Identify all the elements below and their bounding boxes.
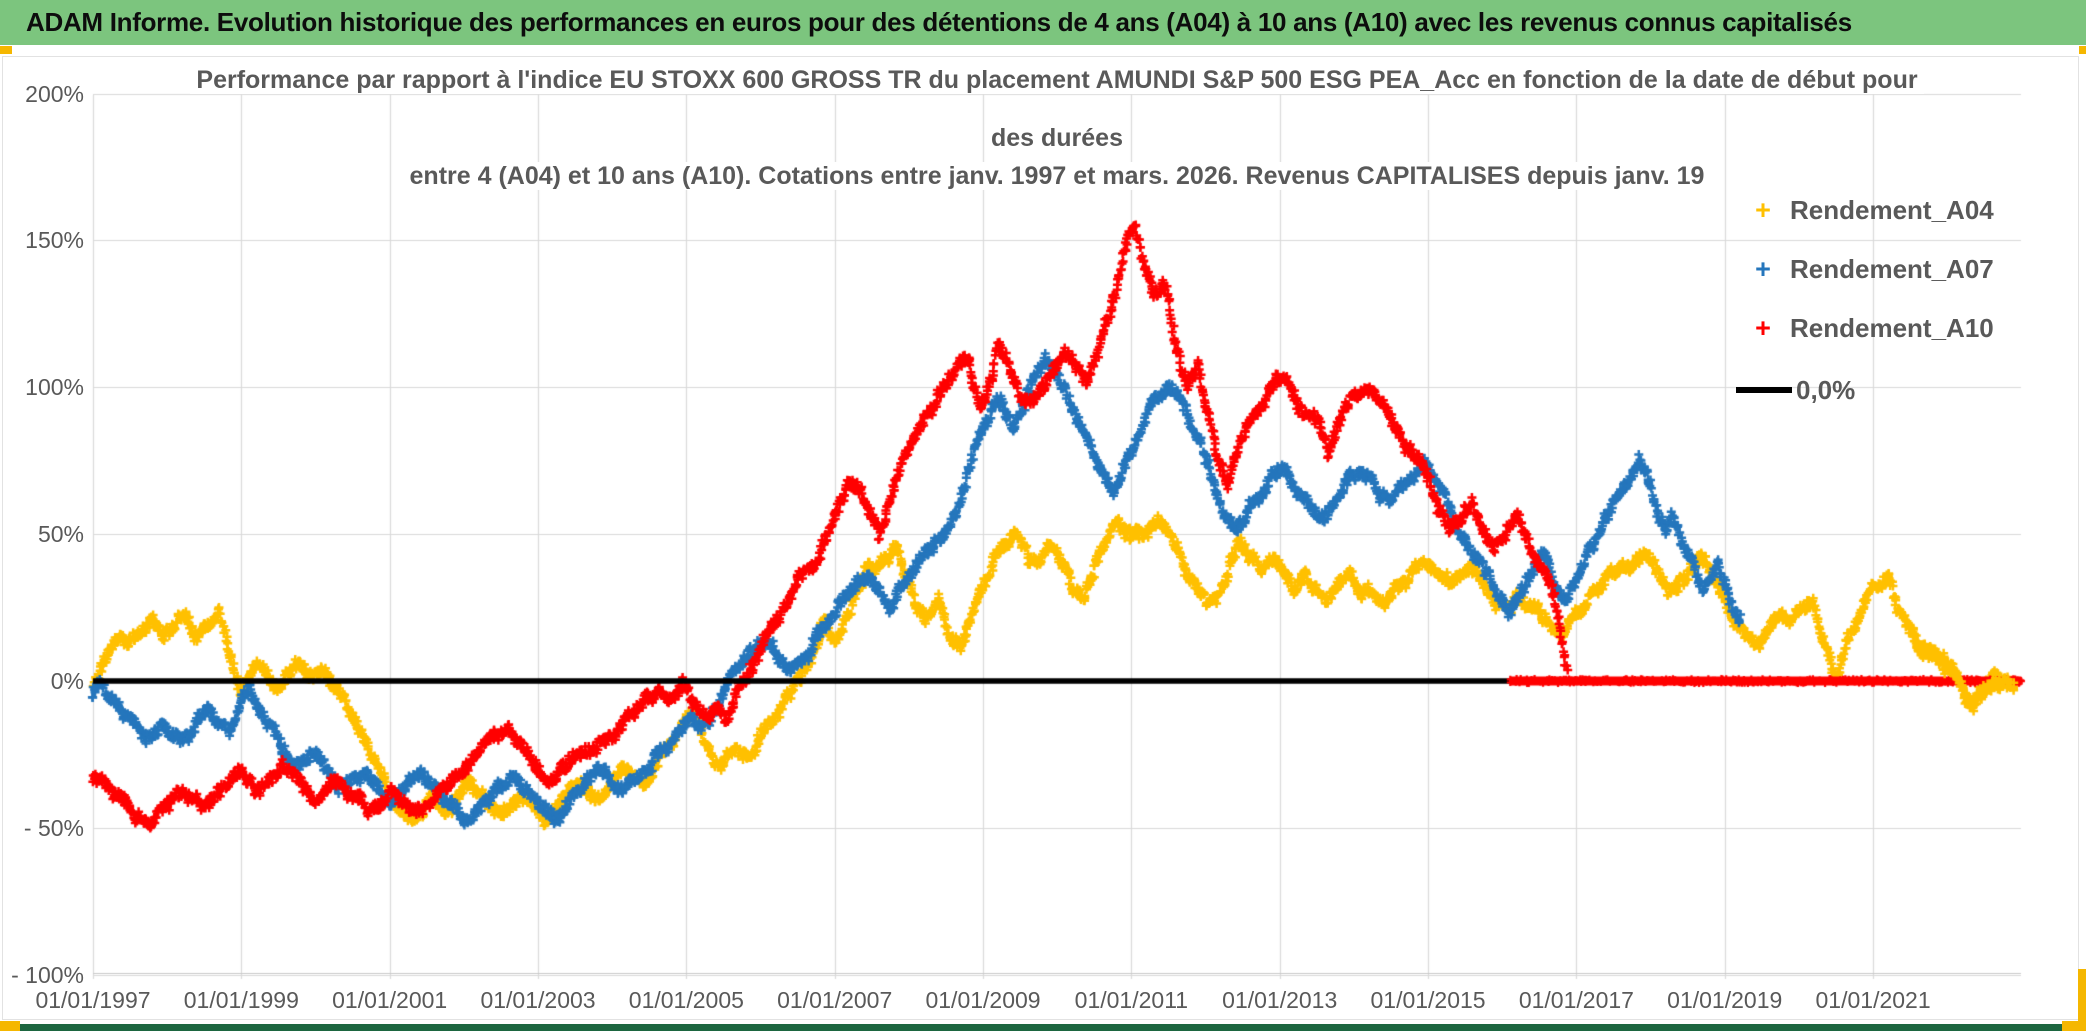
x-tick-label: 01/01/2007 — [777, 987, 893, 1013]
legend-item-0-0-[interactable]: 0,0% — [1736, 373, 1855, 407]
y-tick-label: - 100% — [11, 961, 84, 988]
legend-label: Rendement_A04 — [1790, 194, 1994, 225]
legend-plus-marker-icon: + — [1755, 194, 1771, 225]
x-tick-label: 01/01/1997 — [35, 987, 151, 1013]
x-tick-label: 01/01/2003 — [480, 987, 596, 1013]
y-tick-label: 150% — [25, 227, 84, 254]
gold-accent-right-bar — [2078, 969, 2086, 1031]
y-tick-label: 200% — [25, 80, 84, 107]
gold-accent-top-left — [0, 46, 12, 54]
x-tick-label: 01/01/2005 — [628, 987, 744, 1013]
legend-label: Rendement_A07 — [1790, 253, 1994, 284]
y-tick-label: - 50% — [23, 814, 84, 841]
x-tick-label: 01/01/2009 — [925, 987, 1041, 1013]
legend-zero-line-swatch — [1736, 387, 1792, 393]
x-tick-label: 01/01/2013 — [1222, 987, 1338, 1013]
legend-item-rendement-a07[interactable]: + Rendement_A07 — [1736, 252, 1994, 286]
gold-accent-bottom-left — [0, 1021, 20, 1031]
legend-plus-marker-icon: + — [1755, 253, 1771, 284]
bottom-sheet-bar — [0, 1024, 2086, 1031]
x-tick-label: 01/01/2017 — [1518, 987, 1634, 1013]
gold-accent-bottom-right — [2062, 1021, 2086, 1031]
x-tick-label: 01/01/2015 — [1370, 987, 1486, 1013]
y-tick-label: 100% — [25, 374, 84, 401]
chart-legend: + Rendement_A04 + Rendement_A07 + Rendement_A… — [1736, 0, 2036, 420]
y-tick-label: 0% — [50, 668, 84, 694]
legend-item-rendement-a10[interactable]: + Rendement_A10 — [1736, 311, 1994, 345]
legend-label: 0,0% — [1796, 374, 1856, 405]
legend-plus-marker-icon: + — [1755, 312, 1771, 343]
x-tick-label: 01/01/2021 — [1815, 987, 1931, 1013]
x-tick-label: 01/01/2011 — [1074, 987, 1189, 1013]
x-tick-label: 01/01/2019 — [1667, 987, 1783, 1013]
y-tick-label: 50% — [37, 521, 84, 548]
legend-label: Rendement_A10 — [1790, 312, 1994, 343]
legend-item-rendement-a04[interactable]: + Rendement_A04 — [1736, 193, 1994, 227]
x-tick-label: 01/01/1999 — [183, 987, 299, 1013]
gold-accent-top-right — [2079, 46, 2086, 54]
x-tick-label: 01/01/2001 — [332, 987, 448, 1013]
